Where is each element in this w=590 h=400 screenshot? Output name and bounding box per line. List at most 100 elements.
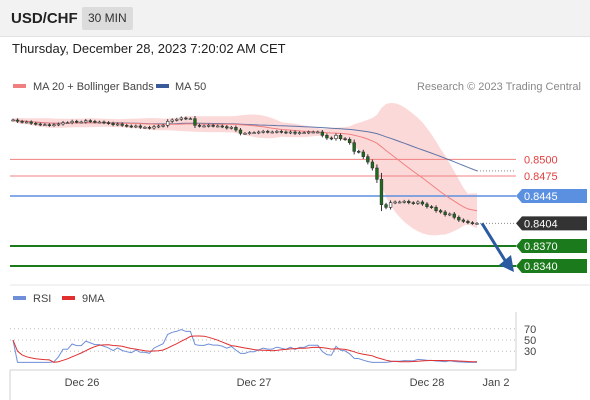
level-label: 0.8475 <box>524 171 558 183</box>
candle <box>425 202 429 209</box>
candle <box>457 215 461 222</box>
candle <box>297 131 302 135</box>
candle <box>452 212 456 220</box>
candle <box>102 120 106 125</box>
candle <box>243 132 247 135</box>
candle <box>234 125 238 132</box>
candle <box>466 219 470 225</box>
candle <box>329 136 334 141</box>
candle <box>379 172 384 212</box>
level-label: 0.8340 <box>524 261 558 273</box>
rsi-line <box>12 328 477 363</box>
candle <box>115 122 120 127</box>
candle <box>302 131 306 134</box>
candle <box>88 119 92 123</box>
ma50-legend-label: MA 50 <box>175 81 206 93</box>
bollinger-band <box>13 103 477 236</box>
candle <box>29 120 33 125</box>
candle <box>266 129 270 134</box>
candle <box>138 124 143 129</box>
candle <box>197 123 202 128</box>
candle <box>225 125 229 130</box>
candle <box>229 125 234 130</box>
candle <box>143 126 147 129</box>
candle <box>279 129 284 134</box>
candle <box>343 137 347 141</box>
candle <box>307 130 311 135</box>
candle <box>470 221 475 225</box>
candle <box>448 212 452 217</box>
x-tick-dec27: Dec 27 <box>237 377 272 389</box>
rsi-ma-line <box>12 335 478 363</box>
candle <box>461 218 466 223</box>
candle <box>134 124 138 129</box>
forecast-arrow-head <box>499 255 514 272</box>
bollinger-band-area <box>13 103 477 236</box>
candle <box>93 119 97 124</box>
candle <box>252 131 256 134</box>
level-label: 0.8500 <box>524 154 558 166</box>
candle <box>179 116 183 121</box>
candle <box>293 130 297 135</box>
x-tick-jan2: Jan 2 <box>483 377 510 389</box>
candle <box>316 130 320 134</box>
candle <box>38 122 42 127</box>
candle <box>152 125 156 130</box>
credit-label: Research © 2023 Trading Central <box>417 81 581 93</box>
candle <box>11 118 15 122</box>
chart-header: USD/CHF 30 MIN <box>0 0 590 37</box>
candle <box>357 149 361 154</box>
level-tag-support <box>516 259 587 273</box>
ma20-legend-swatch <box>13 84 26 88</box>
x-tick-dec28: Dec 28 <box>410 377 445 389</box>
candles <box>11 116 479 225</box>
level-label: 0.8445 <box>524 191 558 203</box>
candle <box>270 130 274 134</box>
level-label: 0.8404 <box>524 218 558 230</box>
level-tag-pivot <box>516 189 587 203</box>
candle <box>429 205 434 209</box>
candle <box>284 130 288 135</box>
forecast-arrow-shaft <box>480 222 508 263</box>
candle <box>325 133 329 140</box>
candle <box>338 133 343 141</box>
candle <box>61 121 65 126</box>
candle <box>393 200 397 205</box>
candle <box>188 117 193 120</box>
symbol-label: USD/CHF <box>11 10 78 27</box>
candle <box>216 124 220 128</box>
candle <box>202 124 206 128</box>
rsi-legend-label: RSI <box>33 293 51 305</box>
candle <box>275 129 279 134</box>
candle <box>15 118 20 123</box>
candle <box>170 118 174 123</box>
candle <box>370 159 375 171</box>
candle <box>166 119 170 128</box>
rsi-legend-swatch <box>13 296 26 300</box>
candle <box>384 202 388 210</box>
candle <box>256 130 261 135</box>
candle <box>434 205 438 213</box>
candle <box>475 222 479 225</box>
candle <box>70 119 74 125</box>
candle <box>184 116 188 121</box>
level-lines: 0.8500 0.8475 0.8445 0.8404 0.8370 0.8340 <box>10 154 587 273</box>
candle <box>375 164 379 183</box>
candle <box>220 124 224 129</box>
candle <box>347 137 352 145</box>
ma50-legend-swatch <box>156 84 169 88</box>
candle <box>65 121 70 124</box>
candle <box>398 200 402 204</box>
rsi-lines <box>12 328 478 363</box>
candle <box>311 130 315 134</box>
candle <box>129 124 133 129</box>
candle <box>438 209 443 214</box>
candle <box>97 120 102 124</box>
candle <box>193 116 197 128</box>
x-tick-dec26: Dec 26 <box>65 377 100 389</box>
timeframe-button[interactable]: 30 MIN <box>82 7 133 30</box>
candle <box>211 123 215 128</box>
candle <box>79 120 83 124</box>
